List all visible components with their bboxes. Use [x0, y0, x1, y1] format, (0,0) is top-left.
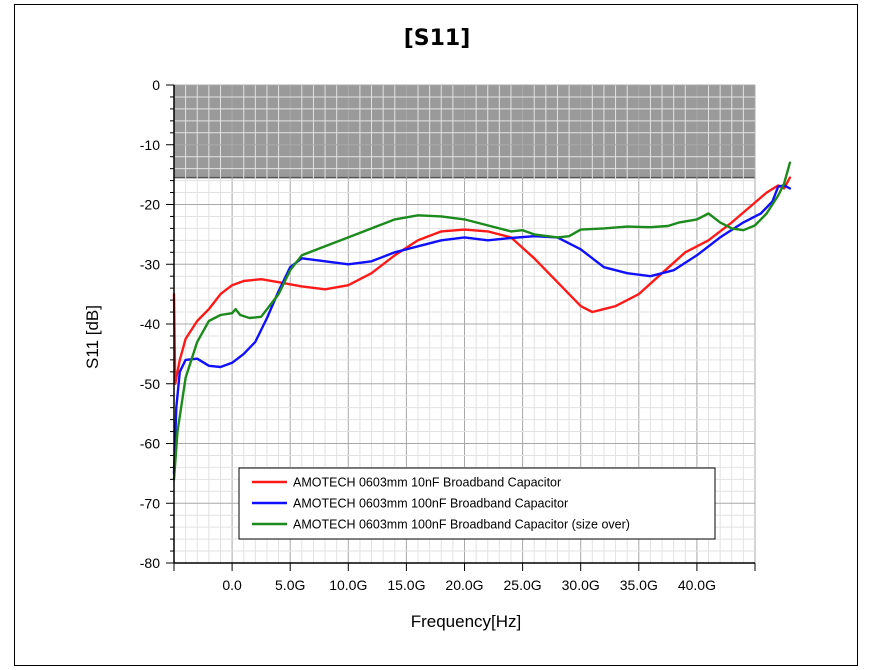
x-tick-label: 15.0G [387, 577, 425, 593]
legend: AMOTECH 0603mm 10nF Broadband Capacitor A… [238, 467, 716, 540]
legend-entry-3: AMOTECH 0603mm 100nF Broadband Capacitor… [293, 518, 630, 532]
y-tick-label: -80 [140, 555, 160, 571]
tick-label-layer: 0.0 5.0G 10.0G 15.0G 20.0G 25.0G 30.0G 35.0G 40.… [140, 77, 716, 593]
y-tick-label: -40 [140, 316, 160, 332]
chart-frame: [S11] 0.0 5.0G 10.0G 15.0G 20.0G 25.0G 30.0G 35… [14, 4, 858, 666]
y-tick-label: -50 [140, 376, 160, 392]
x-tick-label: 40.0G [678, 577, 716, 593]
series-line-3 [172, 161, 792, 481]
y-axis-label: S11 [dB] [83, 305, 102, 369]
x-tick-label: 5.0G [275, 577, 305, 593]
legend-entry-2: AMOTECH 0603mm 100nF Broadband Capacitor [293, 497, 568, 511]
chart: [S11] 0.0 5.0G 10.0G 15.0G 20.0G 25.0G 30.0G 35… [83, 26, 792, 631]
legend-entry-1: AMOTECH 0603mm 10nF Broadband Capacitor [293, 476, 561, 490]
x-tick-label: 20.0G [445, 577, 483, 593]
chart-title: [S11] [404, 26, 471, 51]
y-tick-label: -30 [140, 256, 160, 272]
x-tick-label: 25.0G [504, 577, 542, 593]
series-layer [172, 161, 792, 481]
x-tick-label: 35.0G [620, 577, 658, 593]
axis-layer [166, 84, 756, 571]
y-tick-label: 0 [152, 77, 160, 93]
series-line-2 [172, 184, 792, 475]
x-tick-label: 0.0 [222, 577, 242, 593]
y-tick-label: -20 [140, 197, 160, 213]
x-axis-label: Frequency[Hz] [411, 612, 522, 631]
x-tick-label: 30.0G [562, 577, 600, 593]
legend-box [238, 467, 716, 540]
y-tick-label: -10 [140, 137, 160, 153]
x-tick-label: 10.0G [329, 577, 367, 593]
series-line-1 [172, 176, 792, 385]
y-tick-label: -70 [140, 495, 160, 511]
y-tick-label: -60 [140, 436, 160, 452]
